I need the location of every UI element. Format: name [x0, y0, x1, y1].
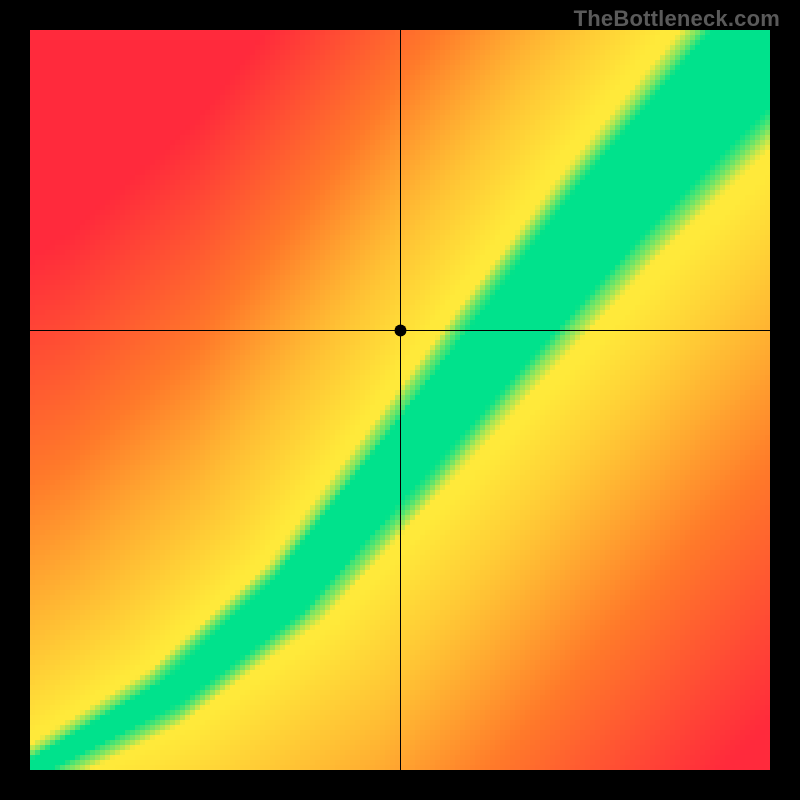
chart-frame: TheBottleneck.com — [0, 0, 800, 800]
crosshair-overlay-canvas — [30, 30, 770, 770]
watermark-text: TheBottleneck.com — [574, 6, 780, 32]
